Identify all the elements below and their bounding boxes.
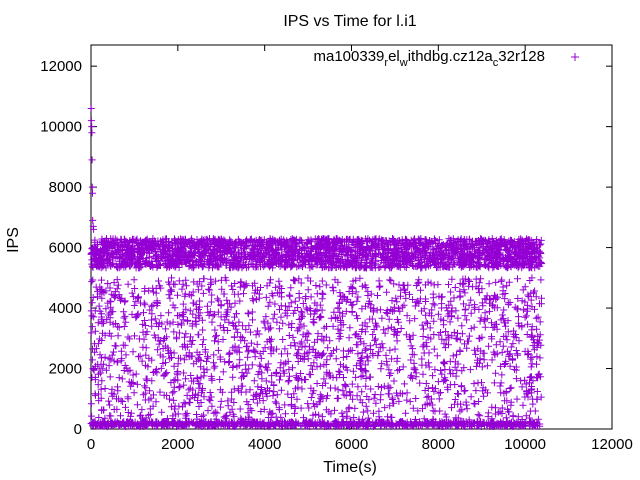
- legend-label-part: 32r128: [498, 48, 545, 65]
- y-tick-label: 4000: [49, 300, 82, 317]
- y-axis-title: IPS: [5, 227, 22, 253]
- x-tick-label: 2000: [161, 436, 194, 453]
- x-tick-label: 0: [87, 436, 95, 453]
- x-axis: 0 2000 4000 6000 8000 10000 12000: [87, 45, 633, 453]
- legend-marker: [571, 53, 579, 61]
- y-tick-label: 2000: [49, 361, 82, 378]
- legend-label-part: ma100339: [313, 48, 384, 65]
- x-tick-label: 10000: [504, 436, 546, 453]
- y-tick-label: 6000: [49, 240, 82, 257]
- y-tick-label: 12000: [40, 58, 82, 75]
- y-axis: 0 2000 4000 6000 8000 10000 12000: [40, 58, 612, 438]
- x-axis-title: Time(s): [323, 459, 377, 476]
- y-tick-label: 10000: [40, 119, 82, 136]
- legend-label: ma100339relwithdbg.cz12ac32r128: [313, 48, 545, 69]
- data-points: [87, 105, 546, 431]
- chart-title: IPS vs Time for l.i1: [283, 13, 416, 30]
- x-tick-label: 4000: [248, 436, 281, 453]
- legend-label-part: ithdbg.cz12a: [408, 48, 494, 65]
- y-tick-label: 0: [74, 421, 82, 438]
- legend-label-sub: w: [399, 57, 408, 69]
- legend-plus-marker: [571, 53, 579, 61]
- legend-label-sub: c: [493, 57, 499, 69]
- legend: ma100339relwithdbg.cz12ac32r128: [313, 48, 579, 69]
- x-tick-label: 12000: [591, 436, 633, 453]
- scatter-marks: [87, 105, 546, 431]
- legend-label-sub: r: [384, 57, 388, 69]
- legend-label-part: el: [388, 48, 400, 65]
- x-tick-label: 6000: [335, 436, 368, 453]
- y-tick-label: 8000: [49, 179, 82, 196]
- x-tick-label: 8000: [422, 436, 455, 453]
